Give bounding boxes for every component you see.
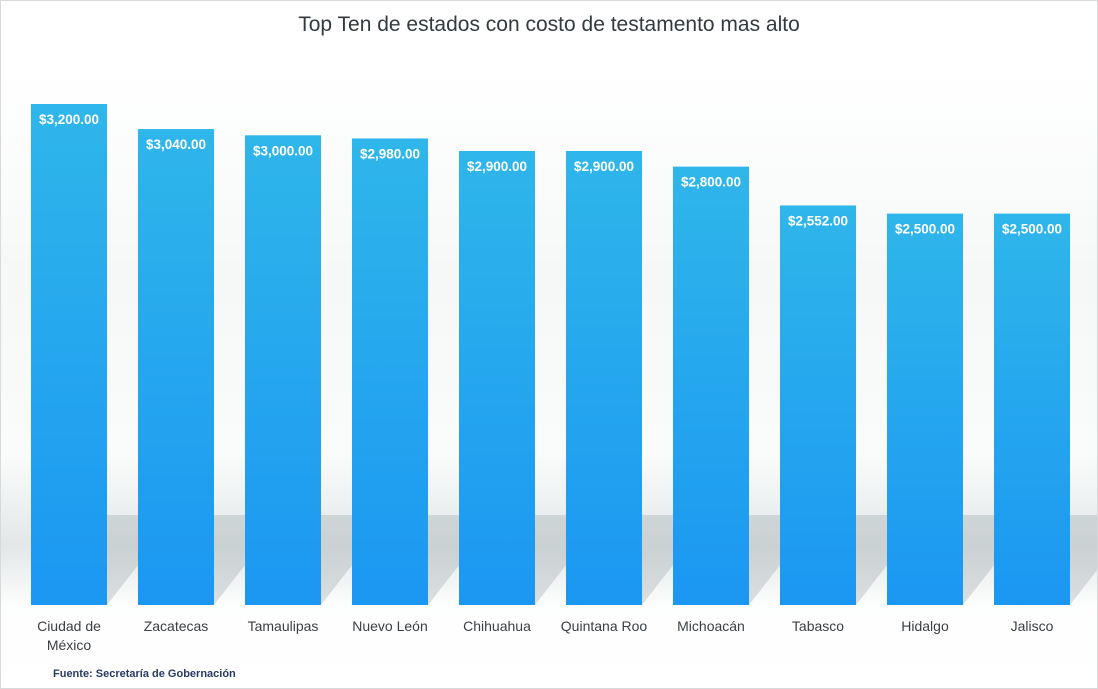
data-label: $3,200.00 <box>39 112 99 127</box>
category-label-line: México <box>47 637 92 653</box>
data-label: $2,500.00 <box>895 222 955 237</box>
category-label-line: Jalisco <box>1011 618 1054 634</box>
category-label: Tabasco <box>792 618 844 634</box>
category-label: Nuevo León <box>352 618 428 634</box>
data-label: $2,900.00 <box>467 159 527 174</box>
value-labels: $3,200.00 $3,040.00 $3,000.00 $2,980.00 $2,9… <box>39 112 1062 237</box>
category-label: Chihuahua <box>463 618 531 634</box>
category-label: Jalisco <box>1011 618 1054 634</box>
category-label-line: Quintana Roo <box>561 618 648 634</box>
category-label-line: Nuevo León <box>352 618 428 634</box>
bar <box>352 138 428 605</box>
chart-title: Top Ten de estados con costo de testamen… <box>298 13 800 36</box>
bar <box>459 150 535 605</box>
bar <box>566 150 642 605</box>
bar <box>887 213 963 605</box>
category-label-line: Michoacán <box>677 618 745 634</box>
bar <box>245 135 321 605</box>
category-label: Ciudad de México <box>37 618 101 653</box>
category-label-line: Hidalgo <box>901 618 949 634</box>
category-label: Quintana Roo <box>561 618 648 634</box>
data-label: $2,800.00 <box>681 175 741 190</box>
data-label: $2,552.00 <box>788 213 848 228</box>
category-label: Zacatecas <box>144 618 209 634</box>
category-labels: Ciudad de México Zacatecas Tamaulipas Nuevo … <box>37 618 1054 653</box>
category-label: Hidalgo <box>901 618 949 634</box>
category-label-line: Zacatecas <box>144 618 209 634</box>
data-label: $3,000.00 <box>253 143 313 158</box>
bar <box>138 129 214 606</box>
bars <box>31 104 1070 606</box>
data-label: $3,040.00 <box>146 137 206 152</box>
category-label-line: Tabasco <box>792 618 844 634</box>
bar <box>780 205 856 605</box>
category-label-line: Chihuahua <box>463 618 531 634</box>
data-label: $2,980.00 <box>360 146 420 161</box>
bar <box>994 213 1070 605</box>
category-label: Michoacán <box>677 618 745 634</box>
data-label: $2,900.00 <box>574 159 634 174</box>
category-label-line: Tamaulipas <box>248 618 319 634</box>
category-label-line: Ciudad de <box>37 618 101 634</box>
data-label: $2,500.00 <box>1002 222 1062 237</box>
bar <box>673 166 749 605</box>
category-label: Tamaulipas <box>248 618 319 634</box>
source-note: Fuente: Secretaría de Gobernación <box>53 668 236 680</box>
bar <box>31 104 107 605</box>
